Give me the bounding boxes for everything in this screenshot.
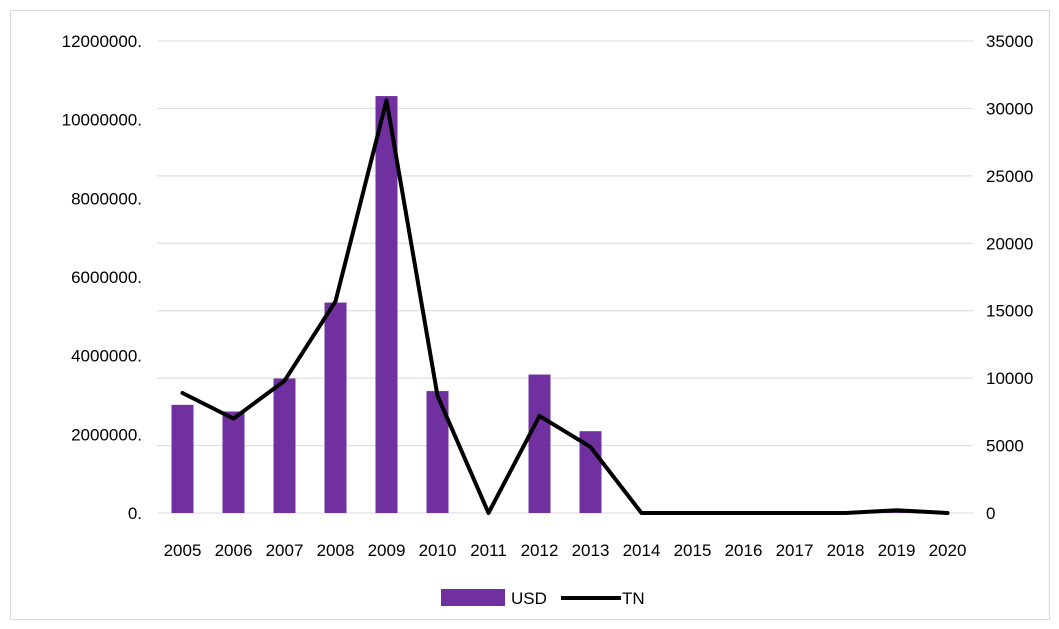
legend-label-tn: TN	[622, 589, 645, 608]
right-axis-tick-label: 35000	[986, 32, 1033, 51]
left-y-axis: 0. 2000000. 4000000. 6000000. 8000000. 100000…	[62, 32, 142, 523]
combo-chart: 0.2000000.4000000.6000000.8000000.100000…	[62, 32, 1034, 608]
x-axis-tick-label: 2014	[623, 541, 661, 560]
x-axis-tick-label: 2009	[368, 541, 406, 560]
chart-frame: 0. 2000000. 4000000. 6000000. 8000000. 100000…	[10, 10, 1050, 620]
bar-usd	[324, 302, 347, 513]
x-axis-tick-label: 2017	[776, 541, 814, 560]
tn-line-series	[180, 98, 950, 515]
x-axis-tick-label: 2020	[929, 541, 967, 560]
x-axis-tick-label: 2016	[725, 541, 763, 560]
bar-usd	[171, 404, 194, 513]
right-y-axis: 0 5000 10000 15000 20000 25000 30000 35000	[986, 32, 1033, 523]
legend-label-usd: USD	[511, 589, 547, 608]
x-axis-tick-label: 2018	[827, 541, 865, 560]
right-axis-tick-label: 10000	[986, 369, 1033, 388]
x-axis-tick-label: 2013	[572, 541, 610, 560]
right-axis-tick-label: 15000	[986, 302, 1033, 321]
left-axis-tick-label: 0.	[128, 504, 142, 523]
x-axis-tick-label: 2012	[521, 541, 559, 560]
left-axis-tick-label: 10000000.	[62, 111, 142, 130]
left-axis-tick-label: 2000000.	[71, 425, 142, 444]
bar-usd	[273, 378, 296, 513]
bar-usd	[528, 374, 551, 513]
right-axis-tick-label: 20000	[986, 234, 1033, 253]
legend: USD TN	[441, 589, 645, 608]
x-axis-tick-label: 2015	[674, 541, 712, 560]
right-axis-tick-label: 0	[986, 504, 995, 523]
usd-bars	[171, 96, 908, 514]
x-axis-tick-label: 2007	[266, 541, 304, 560]
left-axis-tick-label: 8000000.	[71, 189, 142, 208]
x-axis: 2005 2006 2007 2008 2009 2010 2011 2012 2013 2014…	[164, 541, 967, 560]
left-axis-tick-label: 12000000.	[62, 32, 142, 51]
x-axis-tick-label: 2006	[215, 541, 253, 560]
legend-swatch-usd	[441, 589, 505, 606]
bar-usd	[375, 96, 398, 514]
x-axis-tick-label: 2019	[878, 541, 916, 560]
left-axis-tick-label: 6000000.	[71, 268, 142, 287]
line-tn	[180, 98, 950, 515]
x-axis-tick-label: 2008	[317, 541, 355, 560]
x-axis-tick-label: 2010	[419, 541, 457, 560]
right-axis-tick-label: 5000	[986, 437, 1024, 456]
left-axis-tick-label: 4000000.	[71, 347, 142, 366]
bar-usd	[222, 411, 245, 513]
right-axis-tick-label: 25000	[986, 167, 1033, 186]
x-axis-tick-label: 2011	[470, 541, 507, 560]
x-axis-tick-label: 2005	[164, 541, 202, 560]
right-axis-tick-label: 30000	[986, 99, 1033, 118]
bar-usd	[426, 391, 449, 513]
